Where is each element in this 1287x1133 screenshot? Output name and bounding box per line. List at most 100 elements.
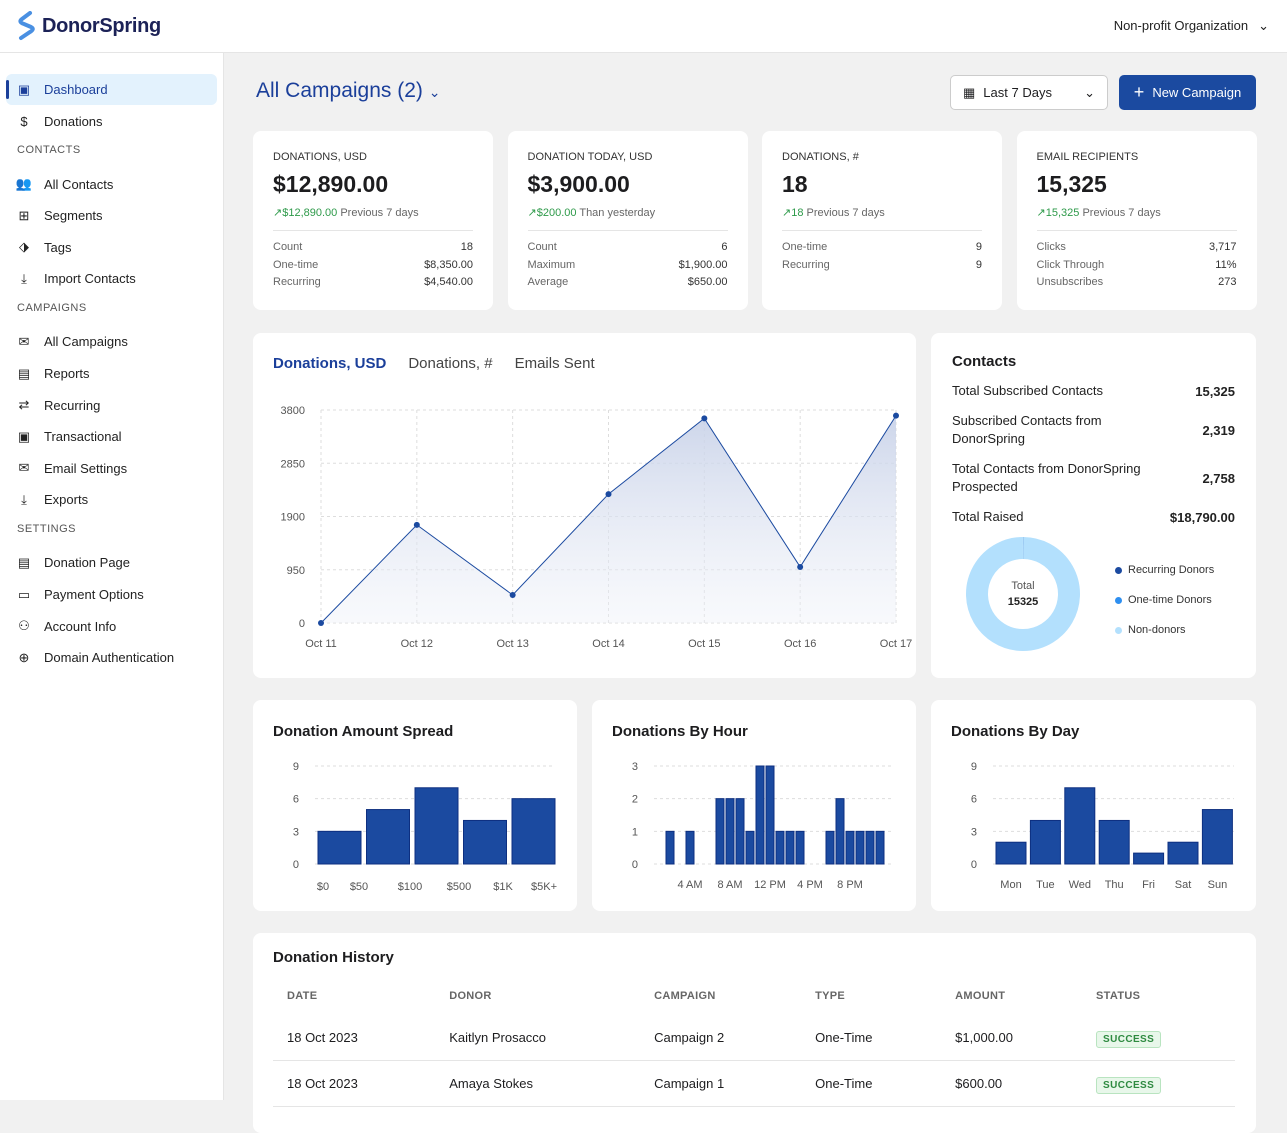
data-point[interactable]: [414, 522, 420, 528]
bar[interactable]: [686, 831, 694, 864]
sidebar-item-dashboard[interactable]: ▣Dashboard: [6, 74, 217, 105]
sidebar-item-label: Recurring: [44, 398, 100, 413]
bar[interactable]: [856, 831, 864, 864]
donut-slice[interactable]: [977, 548, 1069, 640]
report-icon: ▤: [16, 366, 32, 382]
column-header[interactable]: DONOR: [435, 990, 640, 1015]
bar[interactable]: [415, 788, 458, 864]
stat-value: 15,325: [1037, 171, 1237, 198]
bar[interactable]: [716, 799, 724, 864]
row-value: 6: [721, 241, 727, 259]
sidebar-item-payment-options[interactable]: ▭Payment Options: [6, 579, 217, 610]
bar[interactable]: [1202, 810, 1232, 864]
sidebar-item-account-info[interactable]: ⚇Account Info: [6, 611, 217, 642]
status-badge: SUCCESS: [1096, 1077, 1161, 1094]
bar[interactable]: [512, 799, 555, 864]
x-tick-label: Sun: [1208, 879, 1228, 891]
legend-dot: [1115, 567, 1122, 574]
stat-row: One-time 9: [782, 241, 982, 259]
stat-row: Recurring$4,540.00: [273, 276, 473, 294]
legend-dot: [1115, 597, 1122, 604]
sidebar-item-domain-authentication[interactable]: ⊕Domain Authentication: [6, 642, 217, 673]
bar[interactable]: [726, 799, 734, 864]
row-value: 9: [976, 241, 982, 259]
bar[interactable]: [746, 831, 754, 864]
bar[interactable]: [766, 766, 774, 864]
row-label: One-time: [782, 241, 827, 259]
x-tick-label: $5K+: [531, 881, 557, 893]
row-label: Recurring: [782, 259, 830, 277]
sidebar-item-all-contacts[interactable]: 👥All Contacts: [6, 169, 217, 200]
row-label: Unsubscribes: [1037, 276, 1104, 294]
date-range-select[interactable]: ▦Last 7 Days⌄: [950, 75, 1108, 110]
sidebar-item-import-contacts[interactable]: ⤓Import Contacts: [6, 263, 217, 294]
bar[interactable]: [736, 799, 744, 864]
donations-chart-card: Donations, USD Donations, # Emails Sent …: [253, 333, 916, 678]
data-point[interactable]: [701, 415, 707, 421]
bar[interactable]: [367, 810, 410, 864]
bar[interactable]: [876, 831, 884, 864]
bar[interactable]: [1099, 820, 1129, 864]
row-value: $4,540.00: [424, 276, 473, 294]
sidebar-item-donation-page[interactable]: ▤Donation Page: [6, 547, 217, 578]
sidebar-item-recurring[interactable]: ⇄Recurring: [6, 390, 217, 421]
column-header[interactable]: AMOUNT: [941, 990, 1082, 1015]
sidebar-item-email-settings[interactable]: ✉Email Settings: [6, 453, 217, 484]
bar[interactable]: [796, 831, 804, 864]
column-header[interactable]: TYPE: [801, 990, 941, 1015]
y-tick-label: 0: [632, 859, 638, 871]
sidebar-item-label: Email Settings: [44, 461, 127, 476]
row-value: 3,717: [1209, 241, 1237, 259]
bar[interactable]: [836, 799, 844, 864]
bar[interactable]: [1134, 853, 1164, 864]
sidebar-item-transactional[interactable]: ▣Transactional: [6, 421, 217, 452]
sidebar-item-tags[interactable]: ⬗Tags: [6, 232, 217, 263]
bar[interactable]: [1168, 842, 1198, 864]
logo[interactable]: DonorSpring: [16, 11, 161, 41]
data-point[interactable]: [318, 620, 324, 626]
bar[interactable]: [1030, 820, 1060, 864]
sidebar-item-exports[interactable]: ⤓Exports: [6, 484, 217, 515]
row-value: 11%: [1215, 259, 1236, 277]
bar[interactable]: [786, 831, 794, 864]
bar[interactable]: [776, 831, 784, 864]
bar[interactable]: [756, 766, 764, 864]
contacts-title: Contacts: [952, 353, 1235, 370]
column-header[interactable]: STATUS: [1082, 990, 1235, 1015]
chevron-down-icon: ⌄: [429, 84, 441, 100]
org-selector[interactable]: Non-profit Organization⌄: [1114, 18, 1269, 34]
y-tick-label: 9: [971, 761, 977, 773]
data-point[interactable]: [510, 592, 516, 598]
data-point[interactable]: [893, 413, 899, 419]
data-point[interactable]: [606, 491, 612, 497]
bar[interactable]: [826, 831, 834, 864]
bar[interactable]: [1065, 788, 1095, 864]
sidebar-item-donations[interactable]: $Donations: [6, 106, 217, 137]
data-point[interactable]: [797, 564, 803, 570]
bar[interactable]: [846, 831, 854, 864]
bar[interactable]: [666, 831, 674, 864]
column-header[interactable]: DATE: [273, 990, 435, 1015]
legend-label: Non-donors: [1128, 624, 1185, 636]
y-tick-label: 3: [971, 826, 977, 838]
stat-label: DONATIONS, #: [782, 151, 982, 163]
sidebar-item-all-campaigns[interactable]: ✉All Campaigns: [6, 326, 217, 357]
row-label: Clicks: [1037, 241, 1066, 259]
sidebar-item-reports[interactable]: ▤Reports: [6, 358, 217, 389]
sidebar-item-segments[interactable]: ⊞Segments: [6, 200, 217, 231]
bar[interactable]: [866, 831, 874, 864]
bar[interactable]: [464, 820, 507, 864]
bar[interactable]: [318, 831, 361, 864]
bar[interactable]: [996, 842, 1026, 864]
users-icon: 👥: [16, 176, 32, 192]
new-campaign-button[interactable]: +New Campaign: [1119, 75, 1256, 110]
column-header[interactable]: CAMPAIGN: [640, 990, 801, 1015]
y-tick-label: 0: [293, 859, 299, 871]
campaign-selector[interactable]: All Campaigns (2) ⌄: [256, 79, 440, 103]
